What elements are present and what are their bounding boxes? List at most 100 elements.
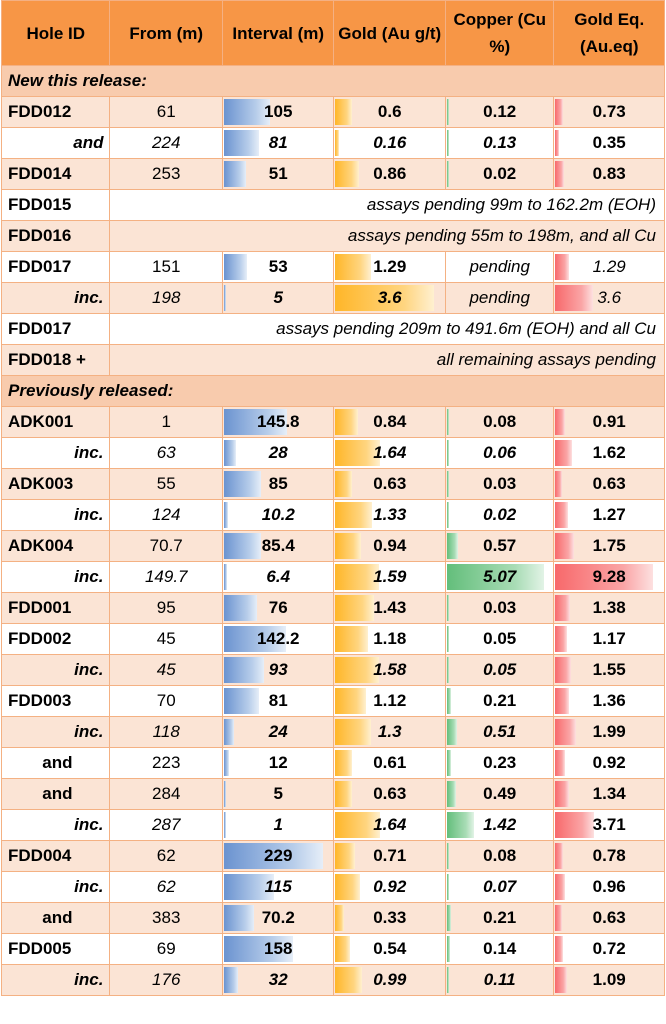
copper-cell: 1.42 bbox=[444, 809, 555, 841]
interval-cell: 6.4 bbox=[221, 561, 335, 593]
gold-value: 1.33 bbox=[373, 505, 407, 524]
goldeq-value: 1.62 bbox=[592, 443, 626, 462]
gold-cell: 1.43 bbox=[333, 592, 446, 624]
gold-cell: 0.54 bbox=[333, 933, 446, 965]
interval-bar bbox=[223, 781, 226, 807]
interval-value: 53 bbox=[268, 257, 288, 276]
gold-value: 0.63 bbox=[373, 784, 407, 803]
copper-value: 0.21 bbox=[483, 691, 517, 710]
goldeq-value: 0.91 bbox=[592, 412, 626, 431]
interval-cell: 53 bbox=[221, 251, 335, 283]
table-row: and 223 12 0.61 0.23 0.92 bbox=[0, 747, 665, 779]
goldeq-value: 0.35 bbox=[592, 133, 626, 152]
copper-cell: 0.08 bbox=[444, 840, 555, 872]
interval-bar bbox=[223, 502, 228, 528]
copper-cell: 0.49 bbox=[444, 778, 555, 810]
gold-eq-cell: 1.36 bbox=[553, 685, 665, 717]
copper-value: pending bbox=[469, 257, 530, 276]
section-title: Previously released: bbox=[1, 375, 665, 407]
gold-bar bbox=[335, 99, 353, 125]
gold-eq-cell: 0.35 bbox=[553, 127, 665, 159]
gold-cell: 0.94 bbox=[333, 530, 446, 562]
table-row: FDD015 assays pending 99m to 162.2m (EOH) bbox=[0, 189, 665, 221]
gold-bar bbox=[335, 750, 353, 776]
table-row: FDD005 69 158 0.54 0.14 0.72 bbox=[0, 933, 665, 965]
hole-id-cell: inc. bbox=[0, 716, 111, 748]
goldeq-bar bbox=[555, 812, 595, 838]
gold-bar bbox=[335, 409, 359, 435]
interval-value: 142.2 bbox=[256, 629, 300, 648]
gold-cell: 1.12 bbox=[333, 685, 446, 717]
copper-cell: 0.03 bbox=[444, 468, 555, 500]
goldeq-value: 1.29 bbox=[592, 257, 626, 276]
gold-bar bbox=[335, 161, 360, 187]
table-row: FDD004 62 229 0.71 0.08 0.78 bbox=[0, 840, 665, 872]
gold-value: 0.6 bbox=[377, 102, 402, 121]
gold-value: 0.16 bbox=[373, 133, 407, 152]
copper-value: 0.12 bbox=[483, 102, 517, 121]
interval-value: 24 bbox=[268, 722, 288, 741]
table-row: FDD014 253 51 0.86 0.02 0.83 bbox=[0, 158, 665, 190]
table-row: inc. 124 10.2 1.33 0.02 1.27 bbox=[0, 499, 665, 531]
from-cell: 55 bbox=[109, 468, 223, 500]
copper-value: 0.13 bbox=[483, 133, 517, 152]
gold-value: 0.61 bbox=[373, 753, 407, 772]
interval-value: 12 bbox=[268, 753, 288, 772]
copper-bar bbox=[446, 967, 449, 993]
pending-note: assays pending 99m to 162.2m (EOH) bbox=[109, 189, 665, 221]
interval-bar bbox=[223, 812, 226, 838]
interval-cell: 229 bbox=[221, 840, 335, 872]
copper-cell: 0.12 bbox=[444, 96, 555, 128]
interval-bar bbox=[223, 843, 323, 869]
interval-value: 81 bbox=[268, 691, 288, 710]
goldeq-value: 1.17 bbox=[592, 629, 626, 648]
goldeq-value: 0.73 bbox=[592, 102, 626, 121]
interval-value: 6.4 bbox=[266, 567, 291, 586]
interval-value: 115 bbox=[264, 877, 292, 896]
gold-cell: 0.71 bbox=[333, 840, 446, 872]
goldeq-bar bbox=[555, 502, 569, 528]
hole-id-cell: inc. bbox=[0, 561, 111, 593]
gold-eq-cell: 0.91 bbox=[553, 406, 665, 438]
gold-cell: 1.3 bbox=[333, 716, 446, 748]
gold-eq-cell: 0.96 bbox=[553, 871, 665, 903]
goldeq-value: 3.6 bbox=[597, 288, 622, 307]
copper-cell: 0.08 bbox=[444, 406, 555, 438]
hole-id-cell: inc. bbox=[0, 964, 111, 996]
hole-id-cell: ADK004 bbox=[0, 530, 111, 562]
gold-cell: 0.92 bbox=[333, 871, 446, 903]
interval-value: 1 bbox=[273, 815, 283, 834]
gold-cell: 1.18 bbox=[333, 623, 446, 655]
copper-cell: pending bbox=[444, 282, 555, 314]
table-body: New this release: FDD012 61 105 0.6 0.12 0.73 a… bbox=[0, 65, 665, 996]
interval-cell: 24 bbox=[221, 716, 335, 748]
gold-cell: 0.84 bbox=[333, 406, 446, 438]
gold-cell: 1.64 bbox=[333, 437, 446, 469]
hole-id-cell: and bbox=[0, 127, 111, 159]
hole-id-cell: FDD014 bbox=[0, 158, 111, 190]
interval-cell: 5 bbox=[221, 282, 335, 314]
interval-bar bbox=[223, 874, 274, 900]
interval-bar bbox=[223, 440, 236, 466]
copper-bar bbox=[446, 409, 449, 435]
interval-bar bbox=[223, 285, 226, 311]
table-row: FDD018 + all remaining assays pending bbox=[0, 344, 665, 376]
copper-cell: 0.14 bbox=[444, 933, 555, 965]
from-cell: 61 bbox=[109, 96, 223, 128]
interval-value: 93 bbox=[268, 660, 288, 679]
copper-value: 0.02 bbox=[483, 164, 517, 183]
from-cell: 45 bbox=[109, 623, 223, 655]
gold-value: 0.94 bbox=[373, 536, 407, 555]
from-cell: 62 bbox=[109, 871, 223, 903]
goldeq-bar bbox=[555, 440, 573, 466]
interval-value: 85.4 bbox=[261, 536, 295, 555]
interval-bar bbox=[223, 533, 261, 559]
gold-cell: 0.63 bbox=[333, 778, 446, 810]
gold-eq-cell: 1.75 bbox=[553, 530, 665, 562]
from-cell: 149.7 bbox=[109, 561, 223, 593]
gold-eq-cell: 1.17 bbox=[553, 623, 665, 655]
from-cell: 118 bbox=[109, 716, 223, 748]
copper-value: pending bbox=[469, 288, 530, 307]
table-row: ADK003 55 85 0.63 0.03 0.63 bbox=[0, 468, 665, 500]
gold-bar bbox=[335, 130, 340, 156]
